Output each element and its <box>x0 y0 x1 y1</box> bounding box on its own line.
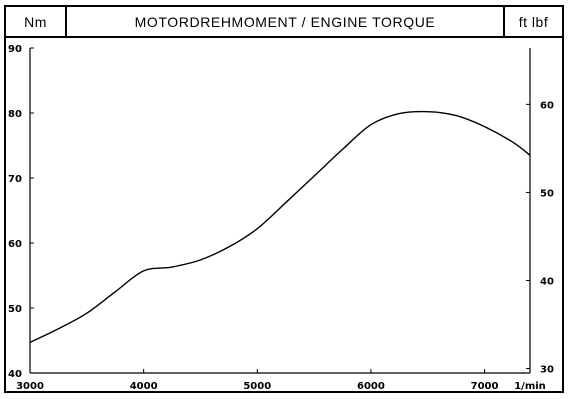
x-tick-label: 4000 <box>130 381 158 392</box>
y-right-tick-label: 40 <box>540 277 554 288</box>
axes <box>29 47 531 374</box>
y-tick-label: 80 <box>8 109 22 120</box>
tick-labels: 40 50 60 70 80 90 30 40 50 60 3000 4000 5000 6000 7000… <box>8 44 554 392</box>
x-tick-label: 3000 <box>16 381 44 392</box>
y-tick-label: 40 <box>8 369 22 380</box>
x-tick-label: 7000 <box>471 381 499 392</box>
y-right-tick-label: 30 <box>540 365 554 376</box>
x-tick-label: 6000 <box>357 381 385 392</box>
y-tick-label: 90 <box>8 44 22 55</box>
x-axis-unit-label: 1/min <box>514 381 546 392</box>
right-unit-label: ft lbf <box>503 5 564 38</box>
series-layer <box>29 110 531 344</box>
y-right-tick-label: 60 <box>540 100 554 111</box>
y-tick-label: 60 <box>8 239 22 250</box>
y-tick-label: 50 <box>8 304 22 315</box>
x-tick-label: 5000 <box>243 381 271 392</box>
y-right-tick-label: 50 <box>540 188 554 199</box>
y-tick-label: 70 <box>8 174 22 185</box>
torque-series-line <box>29 110 531 344</box>
